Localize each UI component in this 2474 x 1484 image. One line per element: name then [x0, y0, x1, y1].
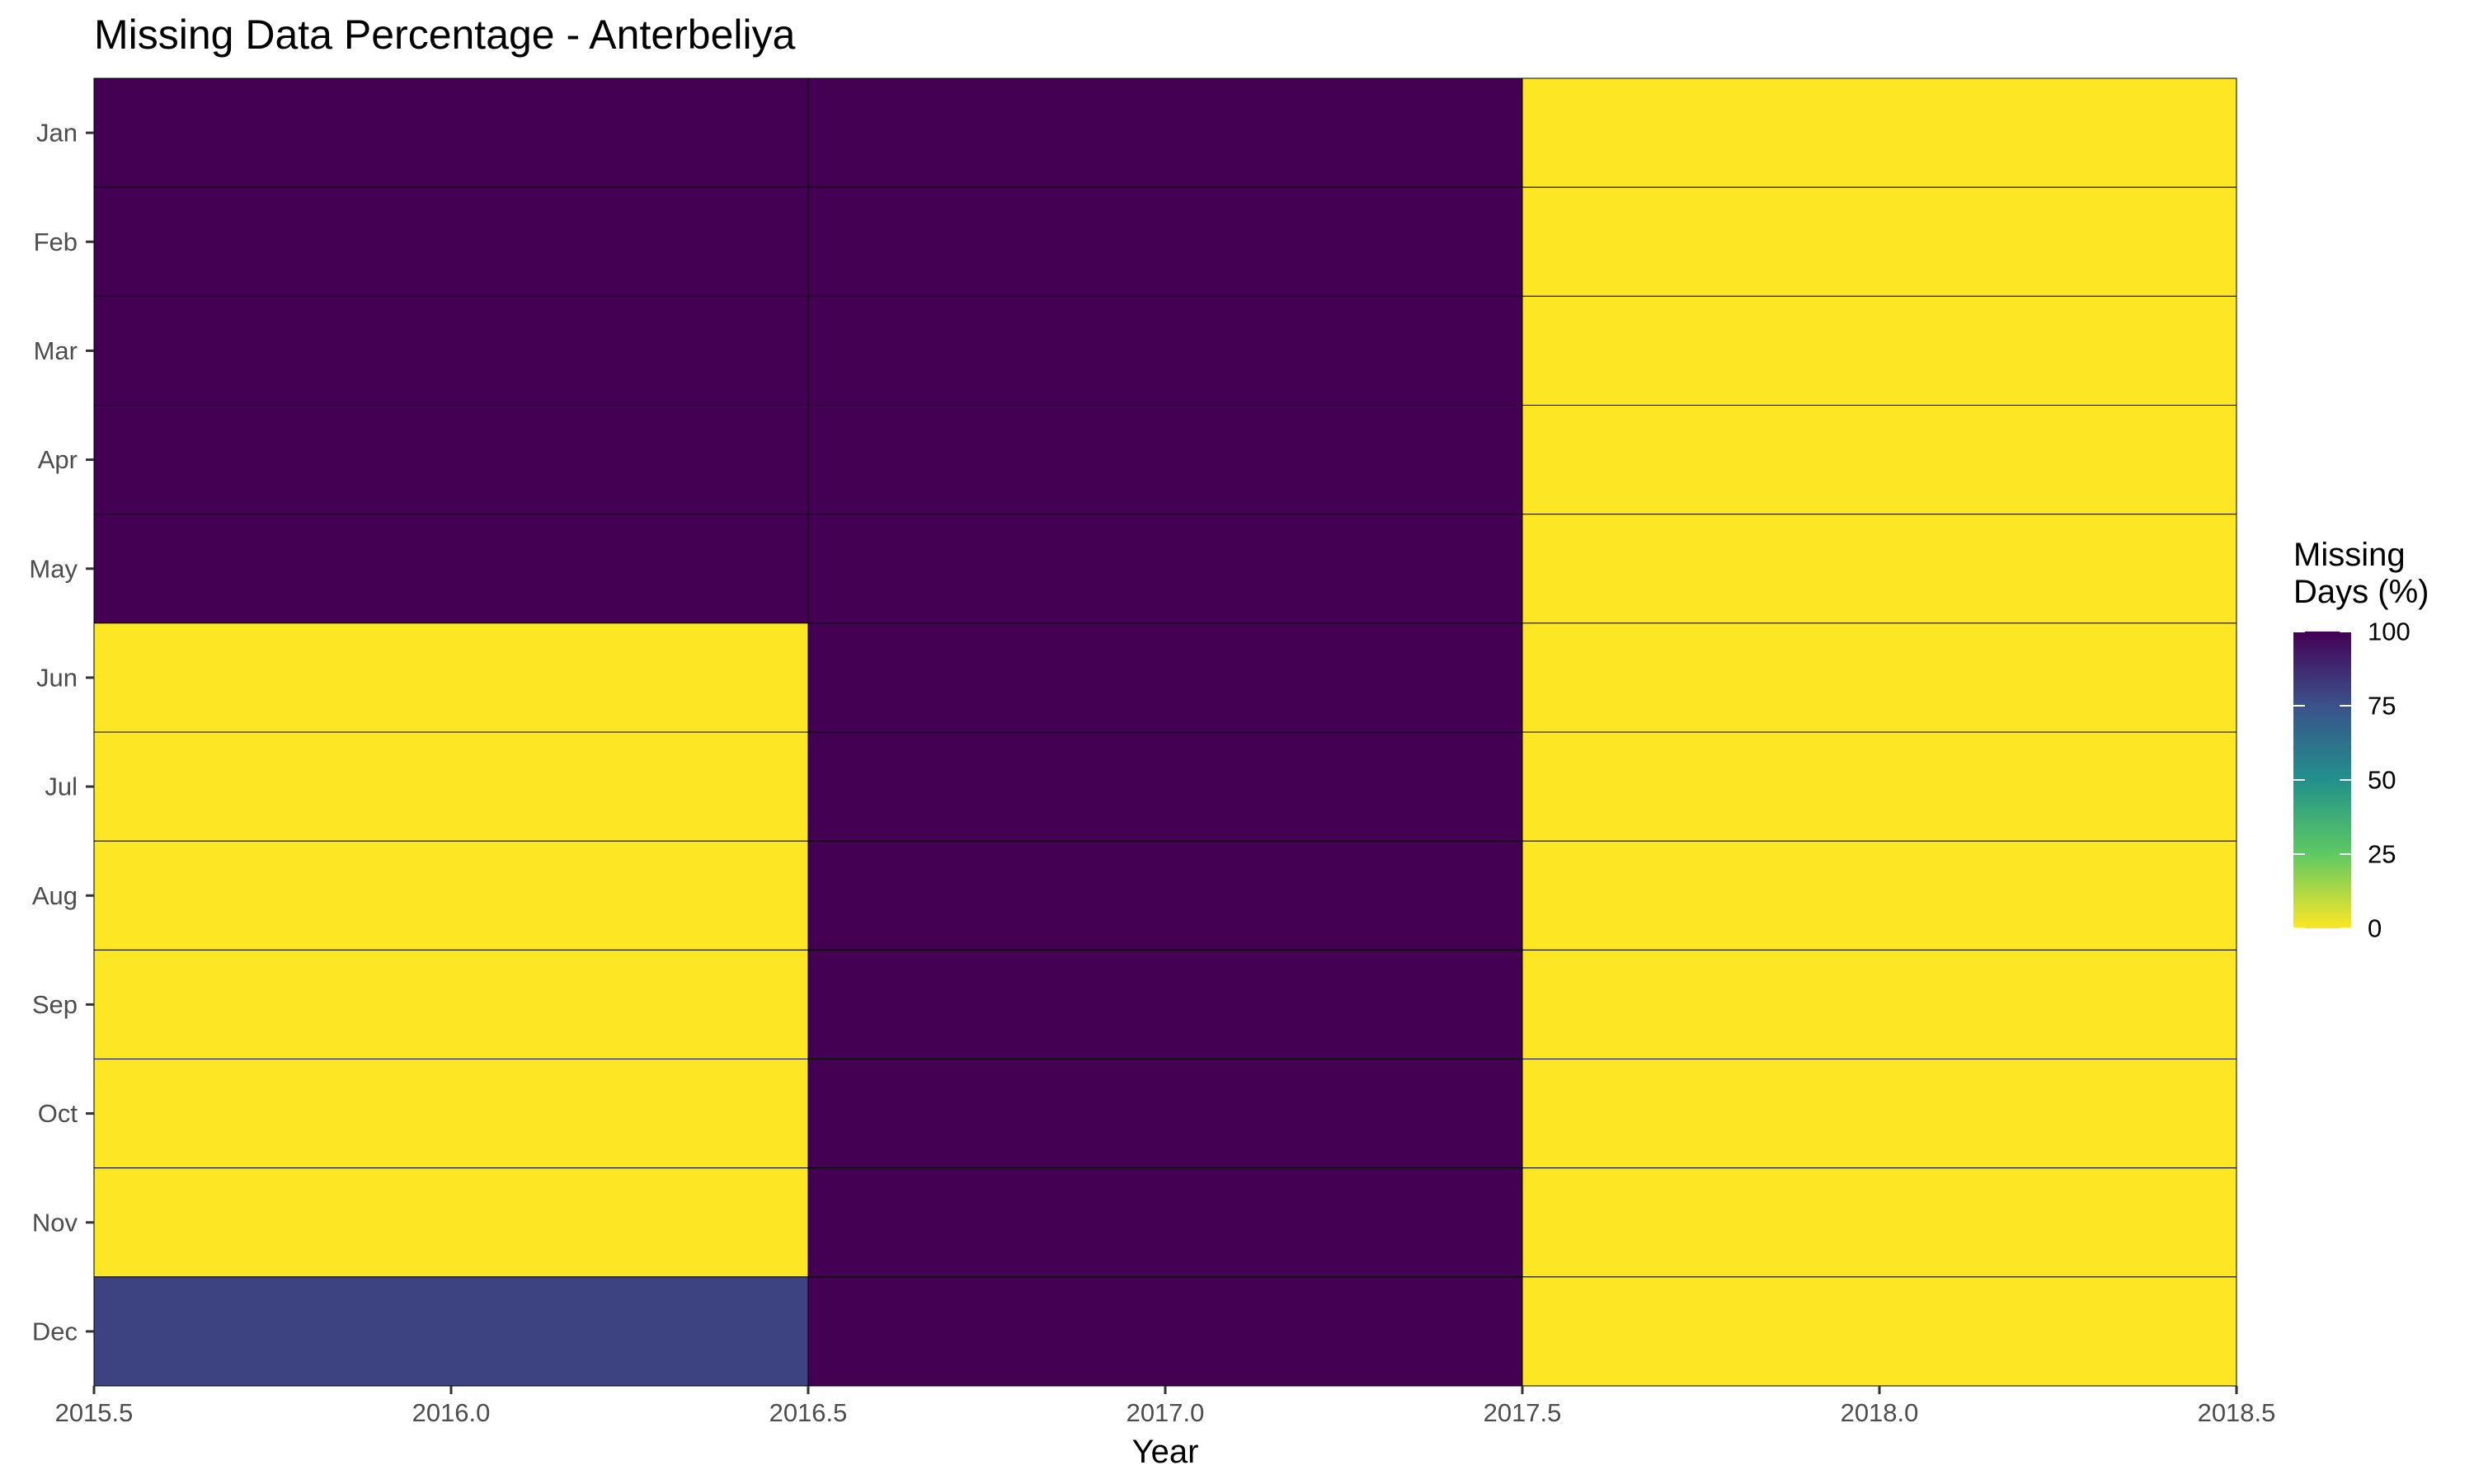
legend-tick-label: 100: [2368, 618, 2411, 646]
heatmap-tiles: [93, 77, 2237, 1387]
legend-tick-label: 75: [2368, 692, 2396, 721]
x-axis: 2015.5 2016.0 2016.5 2017.0 2017.5 2018.0 2018…: [55, 1386, 2276, 1427]
x-tick-label: 2018.5: [2198, 1398, 2276, 1427]
heatmap-tile-feb-2016: [93, 186, 809, 297]
heatmap-tile-dec-2017: [807, 1276, 1523, 1387]
heatmap-tile-feb-2017: [807, 186, 1523, 297]
y-tick-label-jan: Jan: [36, 119, 78, 148]
heatmap-tile-apr-2016: [93, 405, 809, 515]
heatmap-tile-aug-2018: [1522, 840, 2237, 951]
y-tick-label-aug: Aug: [32, 881, 78, 910]
legend-ticks: 0 25 50 75 100: [2293, 618, 2411, 943]
heatmap-tile-oct-2017: [807, 1059, 1523, 1169]
chart-title: Missing Data Percentage - Anterbeliya: [94, 12, 796, 58]
heatmap-tile-oct-2018: [1522, 1059, 2237, 1169]
heatmap-tile-mar-2018: [1522, 295, 2237, 406]
heatmap-tile-feb-2018: [1522, 186, 2237, 297]
y-tick-label-jul: Jul: [45, 773, 78, 801]
heatmap-tile-nov-2017: [807, 1167, 1523, 1278]
heatmap-tile-jun-2017: [807, 622, 1523, 733]
y-tick-label-apr: Apr: [38, 445, 78, 474]
heatmap-tile-sep-2016: [93, 949, 809, 1060]
heatmap-tile-aug-2016: [93, 840, 809, 951]
heatmap-tile-aug-2017: [807, 840, 1523, 951]
y-tick-label-jun: Jun: [36, 663, 78, 692]
heatmap-tile-jan-2016: [93, 77, 809, 188]
legend-title-line-2: Days (%): [2293, 574, 2429, 610]
legend-tick-label: 25: [2368, 840, 2396, 869]
heatmap-tile-apr-2018: [1522, 405, 2237, 515]
y-axis: Jan Feb Mar Apr May Jun Jul Aug Sep Oct Nov Dec: [29, 119, 94, 1345]
heatmap-tile-jan-2018: [1522, 77, 2237, 188]
heatmap-tile-jan-2017: [807, 77, 1523, 188]
heatmap-tile-oct-2016: [93, 1059, 809, 1169]
heatmap-tile-dec-2016: [93, 1276, 809, 1387]
legend-title-line-1: Missing: [2293, 537, 2406, 573]
heatmap-tile-may-2017: [807, 514, 1523, 624]
heatmap-tile-jun-2018: [1522, 622, 2237, 733]
heatmap-tile-jul-2016: [93, 731, 809, 842]
heatmap-tile-jun-2016: [93, 622, 809, 733]
heatmap-tile-nov-2018: [1522, 1167, 2237, 1278]
y-tick-label-oct: Oct: [38, 1099, 78, 1128]
heatmap-tile-jul-2018: [1522, 731, 2237, 842]
y-tick-label-may: May: [29, 554, 78, 583]
heatmap-tile-dec-2018: [1522, 1276, 2237, 1387]
y-tick-label-feb: Feb: [34, 228, 78, 256]
y-tick-label-sep: Sep: [32, 990, 78, 1019]
legend-title: Missing Days (%): [2293, 537, 2429, 610]
x-tick-label: 2017.5: [1484, 1398, 1562, 1427]
y-tick-label-nov: Nov: [32, 1208, 78, 1237]
x-axis-title: Year: [1132, 1434, 1199, 1470]
heatmap-tile-apr-2017: [807, 405, 1523, 515]
x-tick-label: 2018.0: [1841, 1398, 1919, 1427]
heatmap-tile-nov-2016: [93, 1167, 809, 1278]
legend-tick-label: 50: [2368, 766, 2396, 795]
x-tick-label: 2015.5: [55, 1398, 134, 1427]
y-tick-label-dec: Dec: [32, 1317, 78, 1345]
heatmap-tile-sep-2018: [1522, 949, 2237, 1060]
heatmap-tile-sep-2017: [807, 949, 1523, 1060]
heatmap-tile-mar-2016: [93, 295, 809, 406]
heatmap-tile-may-2018: [1522, 514, 2237, 624]
heatmap-tile-may-2016: [93, 514, 809, 624]
y-tick-label-mar: Mar: [34, 336, 78, 365]
heatmap-tile-jul-2017: [807, 731, 1523, 842]
x-tick-label: 2016.0: [412, 1398, 491, 1427]
x-tick-label: 2016.5: [769, 1398, 848, 1427]
x-tick-label: 2017.0: [1126, 1398, 1205, 1427]
legend-tick-label: 0: [2368, 914, 2382, 943]
color-legend: Missing Days (%) 0 25 50 75 100: [2293, 537, 2429, 943]
heatmap-tile-mar-2017: [807, 295, 1523, 406]
